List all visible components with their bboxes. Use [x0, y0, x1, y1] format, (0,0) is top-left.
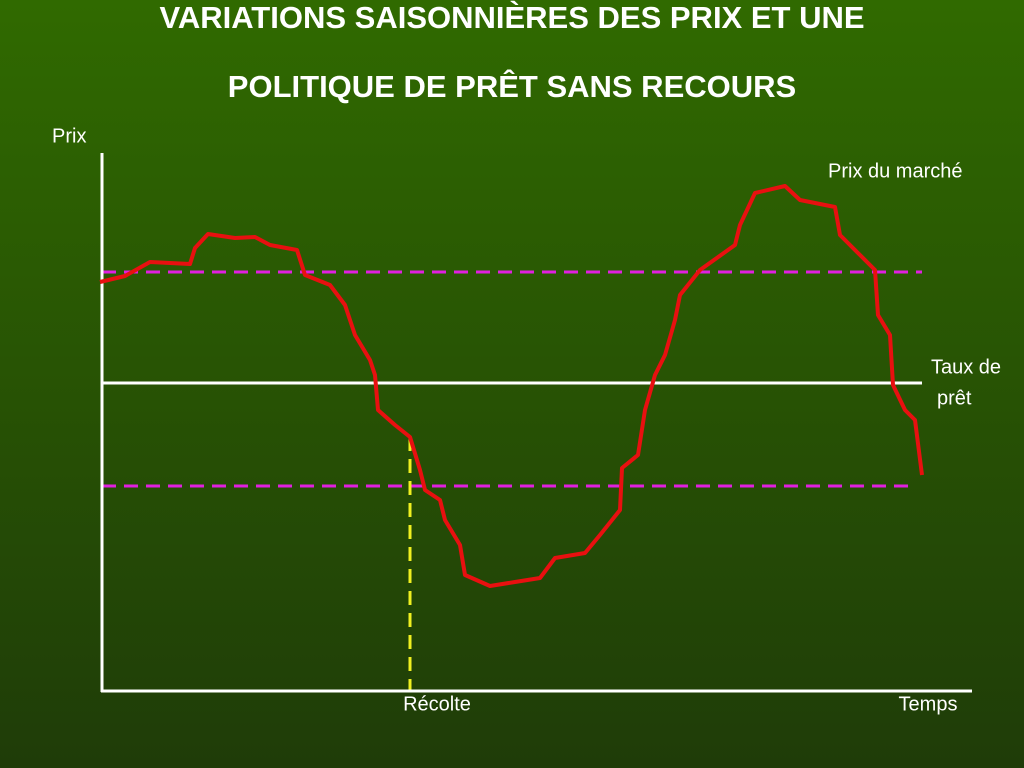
y-axis-label: Prix — [52, 125, 86, 147]
market-price-curve — [99, 184, 924, 588]
title-line: VARIATIONS SAISONNIÈRES DES PRIX ET UNE — [159, 0, 864, 35]
loan-rate-label: Taux de — [931, 356, 1001, 378]
market-price-label: Prix du marché — [828, 160, 963, 182]
title-line: POLITIQUE DE PRÊT SANS RECOURS — [228, 68, 796, 104]
loan-rate-label: prêt — [937, 387, 972, 409]
harvest-label: Récolte — [403, 693, 471, 715]
x-axis-label: Temps — [899, 693, 958, 715]
